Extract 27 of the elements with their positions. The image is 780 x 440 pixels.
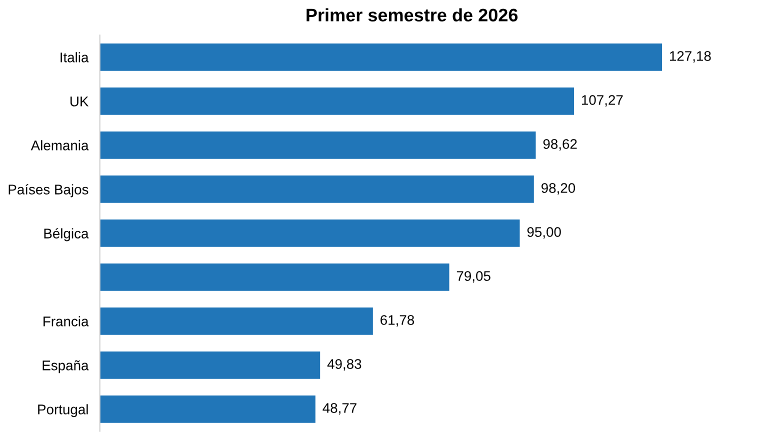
y-tick-label: Países Bajos [8,184,88,198]
bar [100,88,574,115]
y-tick-label: Portugal [38,404,88,418]
y-tick-label: UK [70,96,89,106]
data-label: 107,27 [582,95,623,107]
y-tick-label: Alemania [30,140,89,150]
data-label: 98,62 [543,139,577,151]
data-label: 48,77 [322,403,356,415]
bar [100,220,520,247]
bar [100,44,662,71]
data-label: 95,00 [527,227,561,239]
data-label: 127,18 [670,51,711,63]
data-label: 49,83 [327,359,362,371]
data-label: 98,20 [542,183,576,195]
y-tick-label: Bélgica [44,228,89,242]
bar [100,264,450,291]
chart-title: Primer semestre de 2026 [306,8,518,22]
bar [100,308,373,335]
bar [100,132,536,159]
bar [100,396,316,423]
y-tick-label: España [42,360,89,374]
y-tick-label: Francia [44,316,89,326]
y-tick-label: Italia [60,52,89,62]
data-label: 61,78 [380,315,414,327]
data-label: 79,05 [456,271,490,283]
bar [100,176,534,203]
bar [100,352,320,379]
